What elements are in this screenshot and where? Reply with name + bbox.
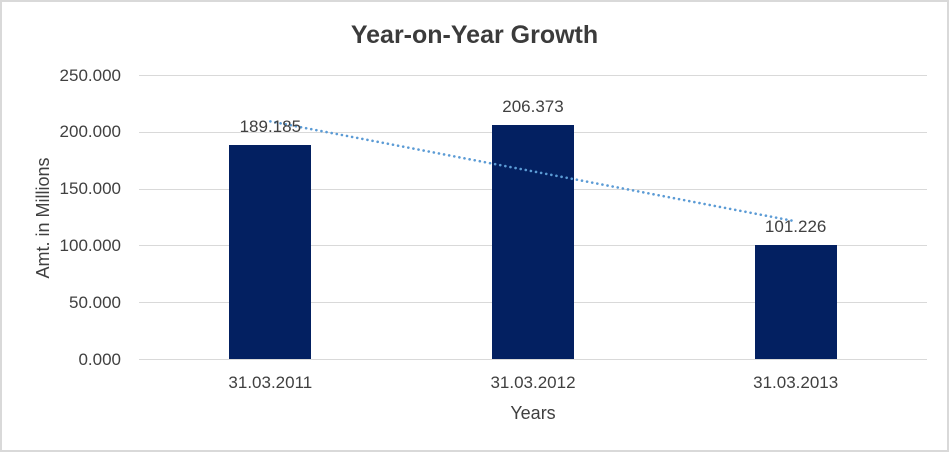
x-tick-label: 31.03.2011	[228, 373, 313, 392]
y-tick-label: 250.000	[59, 65, 121, 85]
y-tick-label: 50.000	[69, 292, 121, 312]
chart-title: Year-on-Year Growth	[350, 21, 599, 49]
y-tick-label: 0.000	[78, 349, 121, 369]
bar-data-label: 101.226	[764, 216, 827, 236]
y-tick-label: 100.000	[59, 235, 121, 255]
y-tick-label: 150.000	[59, 179, 121, 199]
gridline	[139, 359, 927, 360]
y-axis-title: Amt. in Millions	[33, 157, 53, 279]
bar-data-label: 189.185	[239, 116, 302, 136]
bar	[754, 244, 837, 360]
x-axis-title: Years	[510, 403, 556, 423]
gridline	[139, 75, 927, 76]
x-tick-label: 31.03.2013	[753, 373, 839, 392]
x-tick-label: 31.03.2012	[490, 373, 576, 392]
bar	[229, 144, 312, 360]
bar-data-label: 206.373	[502, 97, 564, 117]
bar	[492, 125, 574, 360]
y-tick-label: 200.000	[59, 122, 121, 142]
